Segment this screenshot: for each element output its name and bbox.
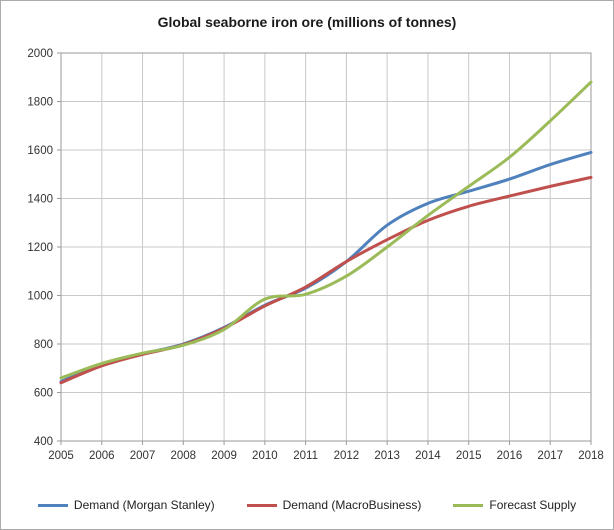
x-tick-label: 2008 bbox=[171, 450, 197, 462]
y-tick-label: 1800 bbox=[27, 97, 53, 109]
x-tick-label: 2009 bbox=[211, 450, 237, 462]
x-tick-label: 2014 bbox=[415, 450, 441, 462]
legend-item: Demand (MacroBusiness) bbox=[246, 498, 422, 512]
legend-label: Demand (MacroBusiness) bbox=[282, 498, 422, 512]
legend-line-swatch bbox=[246, 503, 277, 507]
legend-label: Demand (Morgan Stanley) bbox=[73, 498, 215, 512]
y-tick-label: 2000 bbox=[27, 48, 53, 60]
y-tick-label: 800 bbox=[34, 339, 53, 351]
plot-border bbox=[60, 52, 592, 442]
x-tick-label: 2005 bbox=[48, 450, 74, 462]
y-tick-label: 1000 bbox=[27, 291, 53, 303]
series-line-demand-macrobusiness bbox=[59, 175, 593, 385]
series-line-forecast-supply bbox=[59, 80, 593, 380]
legend-line-swatch bbox=[37, 503, 68, 507]
legend: Demand (Morgan Stanley) Demand (MacroBusi… bbox=[1, 481, 613, 529]
legend-label: Forecast Supply bbox=[489, 498, 577, 512]
y-tick-label: 400 bbox=[34, 436, 53, 448]
x-tick-label: 2017 bbox=[537, 450, 563, 462]
x-tick-label: 2006 bbox=[89, 450, 115, 462]
x-tick-label: 2011 bbox=[293, 450, 318, 462]
x-tick-label: 2010 bbox=[252, 450, 278, 462]
y-tick-label: 600 bbox=[34, 388, 53, 400]
x-tick-label: 2012 bbox=[334, 450, 360, 462]
chart-title: Global seaborne iron ore (millions of to… bbox=[157, 14, 457, 30]
legend-item: Demand (Morgan Stanley) bbox=[37, 498, 215, 512]
plot-area: 400 600 800 1000 1200 1400 1600 1800 2000 2005 200… bbox=[27, 48, 604, 462]
series-line-demand-morgan-stanley bbox=[59, 150, 593, 384]
y-tick-label: 1400 bbox=[27, 194, 53, 206]
x-tick-label: 2016 bbox=[497, 450, 523, 462]
x-tick-label: 2007 bbox=[130, 450, 156, 462]
legend-line-swatch bbox=[453, 503, 484, 507]
y-tick-label: 1200 bbox=[27, 242, 53, 254]
x-tick-label: 2018 bbox=[578, 450, 604, 462]
y-tick-label: 1600 bbox=[27, 145, 53, 157]
x-tick-label: 2015 bbox=[456, 450, 482, 462]
x-tick-label: 2013 bbox=[374, 450, 400, 462]
legend-item: Forecast Supply bbox=[453, 498, 576, 512]
